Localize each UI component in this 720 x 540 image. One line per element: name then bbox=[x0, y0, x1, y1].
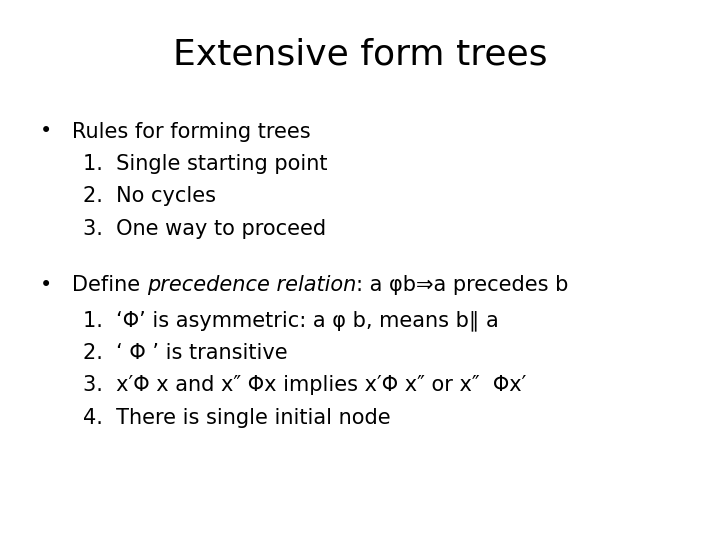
Text: precedence relation: precedence relation bbox=[147, 275, 356, 295]
Text: •: • bbox=[40, 122, 52, 141]
Text: Extensive form trees: Extensive form trees bbox=[173, 38, 547, 72]
Text: 3.  One way to proceed: 3. One way to proceed bbox=[83, 219, 326, 239]
Text: 1.  Single starting point: 1. Single starting point bbox=[83, 154, 328, 174]
Text: : a φb⇒a precedes b: : a φb⇒a precedes b bbox=[356, 275, 569, 295]
Text: Define: Define bbox=[72, 275, 147, 295]
Text: 2.  No cycles: 2. No cycles bbox=[83, 186, 216, 206]
Text: 4.  There is single initial node: 4. There is single initial node bbox=[83, 408, 390, 428]
Text: 2.  ‘ Φ ’ is transitive: 2. ‘ Φ ’ is transitive bbox=[83, 343, 287, 363]
Text: 1.  ‘Φ’ is asymmetric: a φ b, means b∥ a: 1. ‘Φ’ is asymmetric: a φ b, means b∥ a bbox=[83, 310, 498, 331]
Text: 3.  x′Φ x and x″ Φx implies x′Φ x″ or x″  Φx′: 3. x′Φ x and x″ Φx implies x′Φ x″ or x″ … bbox=[83, 375, 526, 395]
Text: Rules for forming trees: Rules for forming trees bbox=[72, 122, 310, 141]
Text: •: • bbox=[40, 275, 52, 295]
